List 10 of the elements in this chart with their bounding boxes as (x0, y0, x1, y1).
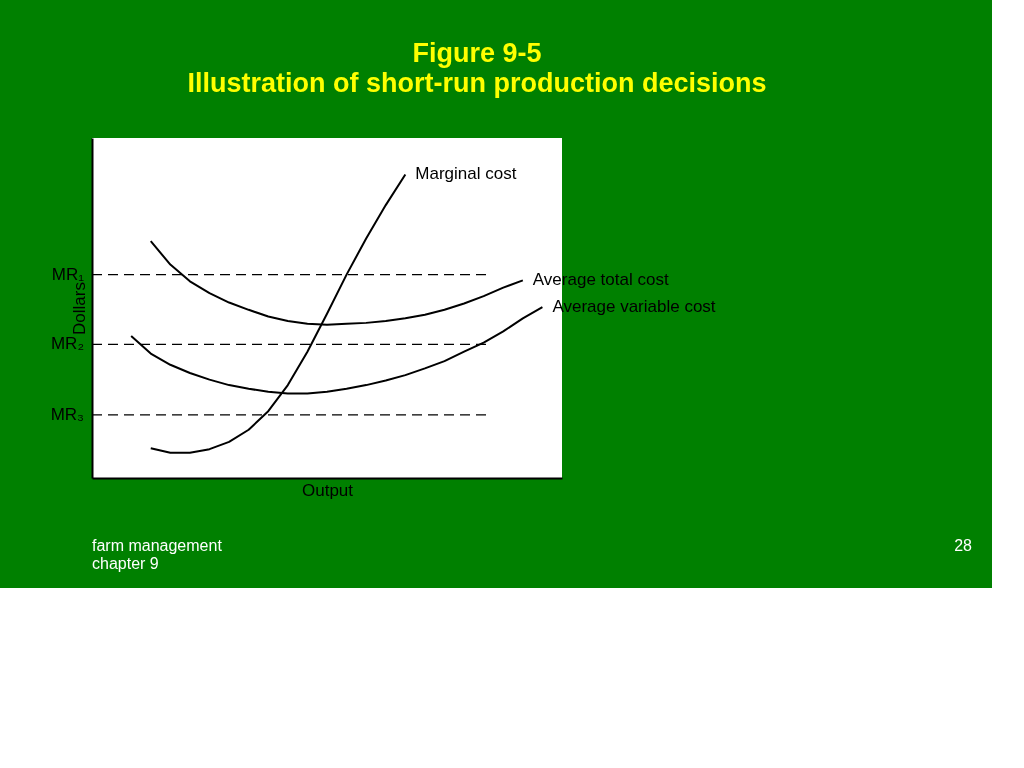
chart-subtitle: Illustration of short-run production decisions (187, 68, 767, 98)
ref-line-label: MR₁ (51, 264, 85, 284)
text: farm management chapter 9 (92, 537, 223, 572)
ref-line-label: MR₂ (50, 334, 84, 354)
text: 28 (954, 537, 973, 554)
x-axis-title: Output (301, 480, 354, 500)
y-axis-title: Dollars (69, 282, 89, 335)
series-label: Marginal cost (415, 164, 517, 184)
chart-title: Figure 9-5 (412, 38, 542, 68)
ref-line-label: MR₃ (50, 404, 84, 424)
